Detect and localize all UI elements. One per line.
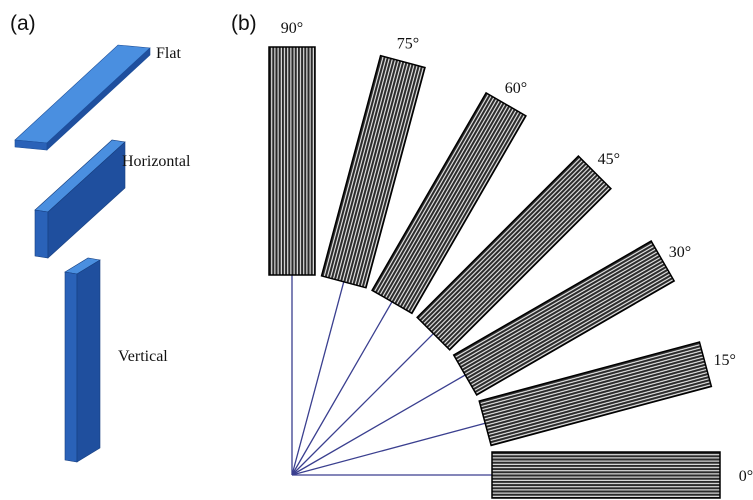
panel-label: (a) (10, 12, 36, 35)
flat-specimen (15, 45, 150, 150)
angle-label: 15° (714, 352, 736, 369)
figure: (a) (b) Flat Horizontal Vertical 90° 75° 6… (0, 0, 753, 500)
specimen (269, 47, 315, 275)
specimen-bar (492, 452, 720, 498)
angle-label: 30° (669, 244, 691, 261)
specimen (492, 452, 720, 498)
angle-label: 45° (598, 151, 620, 168)
angle-label: 60° (505, 80, 527, 97)
vertical-specimen (65, 258, 100, 462)
orientation-label: Vertical (118, 348, 168, 365)
angle-label: 75° (397, 35, 419, 52)
orientation-label: Horizontal (122, 153, 191, 170)
orientation-label: Flat (156, 45, 181, 62)
radius-line (292, 334, 433, 475)
radius-line (292, 302, 392, 475)
radius-line (292, 282, 344, 475)
angle-label: 0° (739, 468, 753, 485)
radius-line (292, 375, 465, 475)
panel-label: (b) (231, 12, 257, 35)
angle-label: 90° (281, 20, 303, 37)
radius-line (292, 423, 485, 475)
specimen-bar (269, 47, 315, 275)
horizontal-specimen (35, 140, 125, 258)
